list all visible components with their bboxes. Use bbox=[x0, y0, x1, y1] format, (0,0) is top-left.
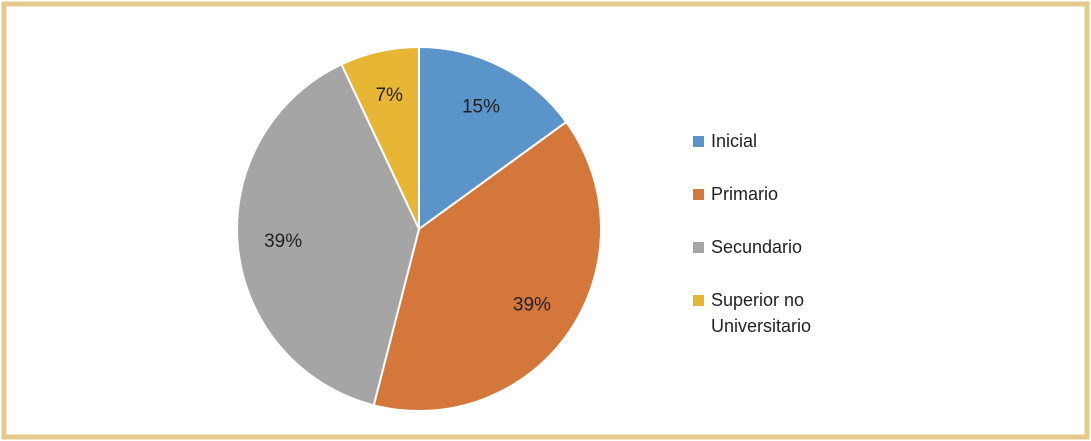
data-label: 15% bbox=[462, 96, 500, 117]
pie-slice bbox=[418, 45, 568, 231]
data-label: 7% bbox=[375, 85, 403, 106]
pie-slice bbox=[236, 62, 421, 407]
pie-slice bbox=[340, 45, 420, 230]
legend-item: Superior no Universitario bbox=[693, 287, 843, 339]
data-label: 39% bbox=[264, 231, 302, 252]
legend-swatch bbox=[693, 295, 704, 306]
legend-label: Inicial bbox=[711, 131, 758, 151]
pie-slice bbox=[372, 120, 602, 412]
legend-swatch bbox=[693, 189, 704, 200]
legend-label: Superior no Universitario bbox=[711, 290, 812, 336]
data-label: 39% bbox=[513, 295, 551, 316]
legend-swatch bbox=[693, 136, 704, 147]
legend: Inicial Primario Secundario Superior no Uni… bbox=[693, 128, 843, 366]
legend-item: Primario bbox=[693, 181, 843, 207]
legend-label: Primario bbox=[711, 184, 779, 204]
legend-item: Secundario bbox=[693, 234, 843, 260]
legend-label: Secundario bbox=[711, 237, 803, 257]
legend-item: Inicial bbox=[693, 128, 843, 154]
legend-swatch bbox=[693, 242, 704, 253]
